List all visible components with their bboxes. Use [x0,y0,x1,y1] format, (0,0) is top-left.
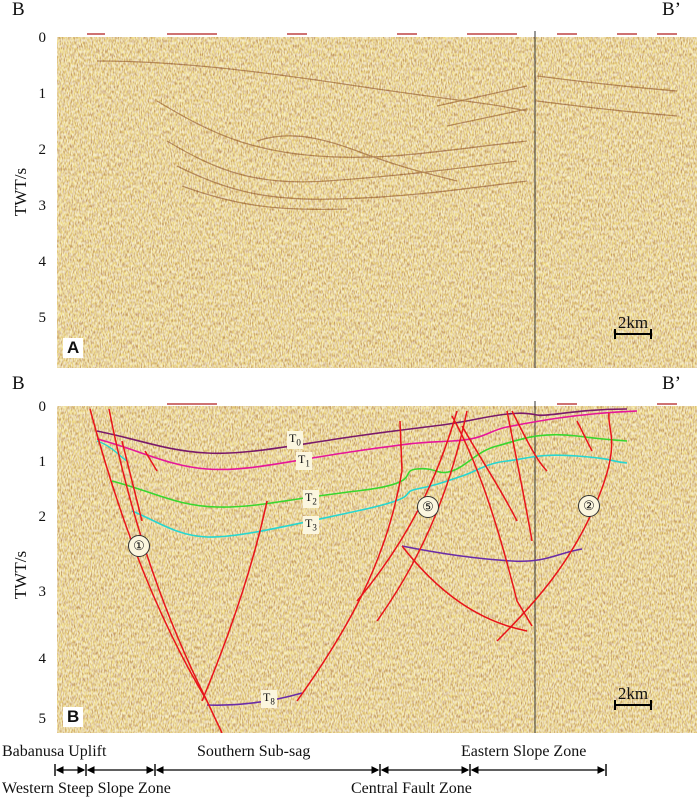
panel-a-y-tick: 2 [38,142,47,158]
horizon-t1-label-base: T [298,452,306,466]
zone-label-central-fault-zone: Central Fault Zone [351,780,472,797]
horizon-t0-label-base: T [289,431,297,445]
panel-a-y-tick: 0 [38,30,47,46]
horizon-t8-label-base: T [263,690,271,704]
panel-b-y-tick: 1 [38,454,47,470]
horizon-t1-label: T1 [296,452,312,471]
horizon-t3-west-line [96,440,128,462]
horizon-deep-line [401,545,583,563]
horizon-t2-label: T2 [303,490,319,509]
panel-b-y-axis-label: TWT/s [11,550,30,600]
horizon-t1-line [96,410,638,471]
panel-b-y-tick: 3 [38,584,47,600]
zone-label-eastern-slope-zone: Eastern Slope Zone [461,743,587,760]
panel-b-seismic-section [57,401,697,733]
scale-bar-label: 2km [617,313,649,332]
horizon-t0-label: T0 [287,431,303,450]
scale-bar-line [614,700,652,710]
scale-bar-label: 2km [617,684,649,703]
fault-2-marker: ② [578,495,600,517]
horizon-t1-label-sub: 1 [305,458,310,469]
horizon-t2-line [111,433,628,508]
horizon-t0-label-sub: 0 [296,437,301,448]
panel-a-letter: A [63,338,84,358]
horizon-t3-label-base: T [305,516,313,530]
panel-b-y-tick: 5 [38,711,47,727]
panel-b-right-corner-label: B’ [662,373,681,394]
panel-b-y-tick: 2 [38,509,47,525]
panel-a-y-tick: 4 [38,254,47,270]
scale-bar-line [614,329,652,339]
horizon-t2-label-base: T [305,490,313,504]
panel-a-left-corner-label: B [12,0,25,20]
panel-b-letter: B [63,707,84,727]
horizon-t3-label-sub: 3 [312,522,317,533]
panel-a-y-tick: 3 [38,198,47,214]
horizon-t8-label-sub: 8 [270,696,275,707]
panel-a-right-corner-label: B’ [662,0,681,20]
panel-a-y-tick: 1 [38,86,47,102]
zone-label-western-steep-slope-zone: Western Steep Slope Zone [2,780,171,797]
panel-a-reflectors [96,60,678,211]
panel-a-scale-bar: 2km [608,313,658,339]
panel-a-y-tick: 5 [38,310,47,326]
zone-label-southern-sub-sag: Southern Sub-sag [197,743,311,760]
panel-b-scale-bar: 2km [608,684,658,710]
panel-a-seismic-section [57,31,697,368]
panel-a-seismic-image [57,31,697,368]
fault-1-marker: ① [128,535,150,557]
horizon-t3-line [131,454,628,538]
panel-a-y-axis-label: TWT/s [11,167,30,217]
panel-b-seismic-image [57,401,697,733]
panel-b-left-corner-label: B [12,373,25,394]
horizon-t8-line [206,692,303,706]
horizon-t8-label: T8 [261,690,277,709]
zone-label-babanusa-uplift: Babanusa Uplift [2,743,107,760]
panel-b-y-tick: 0 [38,399,47,415]
horizon-t3-label: T3 [303,516,319,535]
fault-5-marker: ⑤ [417,496,439,518]
panel-b-y-tick: 4 [38,651,47,667]
horizon-t2-label-sub: 2 [312,496,317,507]
zone-extent-arrows [54,764,607,776]
